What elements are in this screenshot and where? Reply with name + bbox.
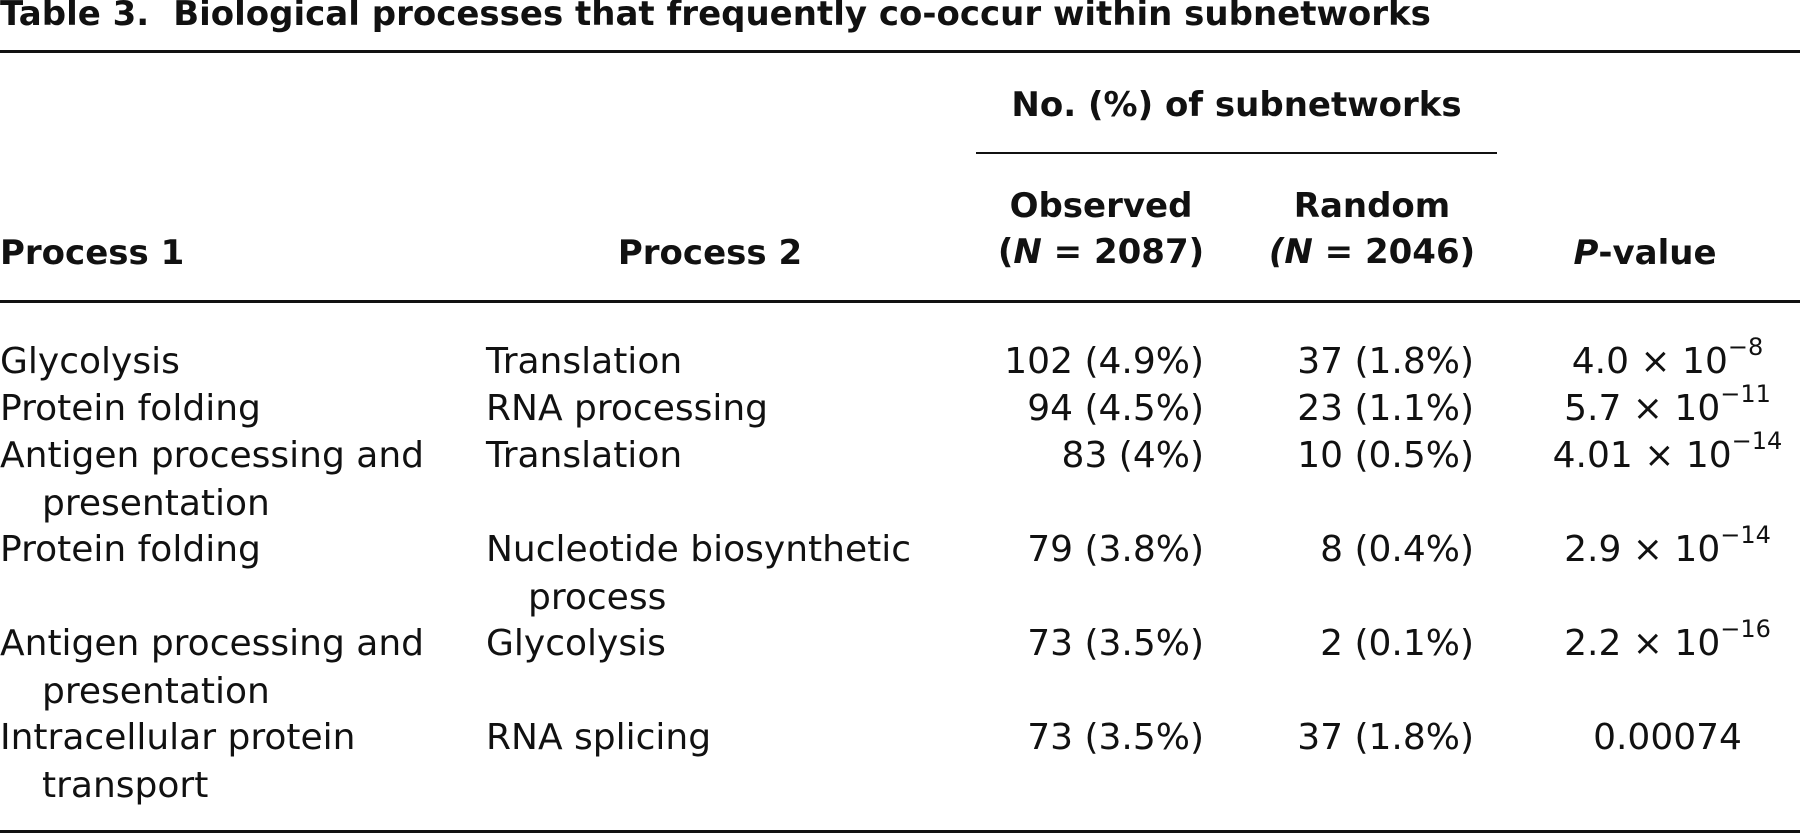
random-cell: 23 (1.1%) xyxy=(1297,388,1474,429)
observed-n-value: = 2087) xyxy=(1041,232,1205,272)
process2-cell: RNA processing xyxy=(486,388,769,429)
random-cell: 8 (0.4%) xyxy=(1320,529,1474,570)
observed-cell: 79 (3.8%) xyxy=(1027,529,1204,570)
random-cell: 37 (1.8%) xyxy=(1297,717,1474,758)
random-n-symbol: N xyxy=(1284,232,1313,272)
process1-cell: Antigen processing and presentation xyxy=(0,435,425,524)
random-cell: 37 (1.8%) xyxy=(1297,341,1474,382)
process1-cell: Protein folding xyxy=(0,529,261,570)
observed-header-line1: Observed xyxy=(1009,186,1193,226)
pvalue-cell: 0.00074 xyxy=(1593,717,1742,758)
random-header-line2: (N = 2046) xyxy=(1268,232,1476,272)
top-rule xyxy=(0,50,1800,53)
observed-cell: 102 (4.9%) xyxy=(1004,341,1204,382)
observed-cell: 73 (3.5%) xyxy=(1027,623,1204,664)
pvalue-cell: 4.01 × 10−14 xyxy=(1552,427,1783,476)
process1-cell: Glycolysis xyxy=(0,341,180,382)
random-cell: 2 (0.1%) xyxy=(1320,623,1474,664)
observed-cell: 83 (4%) xyxy=(1061,435,1204,476)
pvalue-suffix: -value xyxy=(1598,233,1717,273)
pvalue-cell: 2.9 × 10−14 xyxy=(1564,521,1771,570)
spanner-rule xyxy=(976,152,1497,154)
random-n-value: = 2046) xyxy=(1312,232,1476,272)
spanner-header: No. (%) of subnetworks xyxy=(1011,85,1462,125)
pvalue-cell: 4.0 × 10−8 xyxy=(1571,333,1764,382)
pvalue-header: P-value xyxy=(1560,230,1730,276)
observed-cell: 94 (4.5%) xyxy=(1027,388,1204,429)
observed-header-line2: (N = 2087) xyxy=(997,232,1205,272)
random-header: Random (N = 2046) xyxy=(1252,183,1492,275)
pvalue-cell: 2.2 × 10−16 xyxy=(1564,615,1771,664)
process2-cell: RNA splicing xyxy=(486,717,712,758)
observed-n-symbol: N xyxy=(1013,232,1042,272)
table-title: Table 3. Biological processes that freque… xyxy=(0,0,1431,34)
process1-cell: Protein folding xyxy=(0,388,261,429)
process2-header: Process 2 xyxy=(617,233,803,273)
random-cell: 10 (0.5%) xyxy=(1297,435,1474,476)
process1-cell: Antigen processing and presentation xyxy=(0,623,425,712)
process2-cell: Glycolysis xyxy=(486,623,666,664)
pvalue-cell: 5.7 × 10−11 xyxy=(1564,380,1771,429)
process1-header: Process 1 xyxy=(0,233,185,273)
random-header-line1: Random xyxy=(1293,186,1451,226)
pvalue-p-symbol: P xyxy=(1573,233,1599,273)
process2-cell: Nucleotide biosynthetic process xyxy=(486,529,912,618)
table-label: Table 3. xyxy=(0,0,150,34)
table-caption: Biological processes that frequently co-… xyxy=(173,0,1431,34)
process2-cell: Translation xyxy=(486,435,683,476)
observed-header: Observed (N = 2087) xyxy=(976,183,1226,275)
observed-cell: 73 (3.5%) xyxy=(1027,717,1204,758)
process1-cell: Intracellular protein transport xyxy=(0,717,356,806)
bottom-rule xyxy=(0,830,1800,833)
process2-cell: Translation xyxy=(486,341,683,382)
header-rule xyxy=(0,300,1800,303)
